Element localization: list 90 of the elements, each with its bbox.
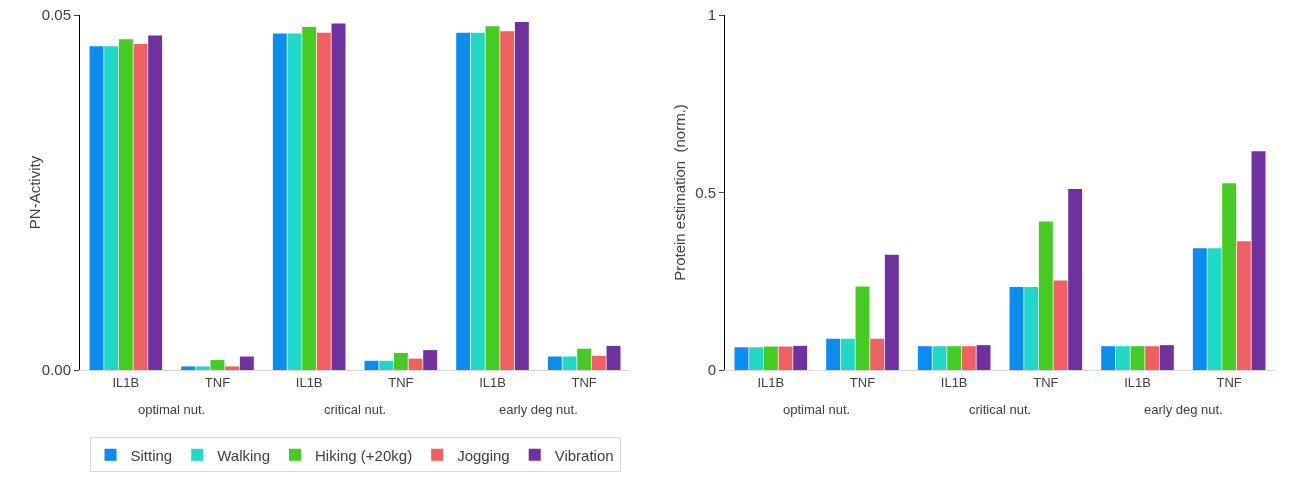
bar <box>1236 241 1251 370</box>
legend-label: Walking <box>217 446 270 464</box>
bar <box>1159 345 1174 370</box>
bar <box>1130 346 1145 370</box>
legend-label: Sitting <box>130 446 173 464</box>
bar <box>1009 286 1024 370</box>
bar <box>577 348 592 370</box>
bar <box>239 356 254 370</box>
y-tick-label: 0.05 <box>41 6 71 24</box>
bar <box>749 347 764 370</box>
x-tick-label: IL1B <box>757 374 785 390</box>
bar <box>1101 346 1116 370</box>
bar <box>1115 346 1130 370</box>
bar <box>210 360 225 370</box>
bar <box>1038 221 1053 370</box>
bar <box>393 352 408 370</box>
bar <box>1207 248 1222 370</box>
y-tick-label: 0.00 <box>41 361 71 379</box>
text: optimal nut. <box>138 402 206 417</box>
bar <box>1024 286 1039 370</box>
bar <box>562 356 577 370</box>
bar <box>547 356 562 370</box>
x-tick-label: IL1B <box>940 374 968 390</box>
bar <box>287 33 302 370</box>
y-axis-title: Protein estimation (norm.) <box>671 104 688 281</box>
bar <box>89 46 104 370</box>
bar <box>778 346 793 370</box>
bar <box>932 346 947 370</box>
x-tick-label: TNF <box>1216 374 1242 390</box>
legend-label: Jogging <box>457 446 510 464</box>
bar <box>272 33 287 370</box>
x-tick-label: IL1B <box>479 374 506 390</box>
bar <box>1222 183 1237 370</box>
bar <box>118 39 133 370</box>
bar <box>225 366 240 370</box>
bar <box>302 27 317 370</box>
text: optimal nut. <box>783 402 851 417</box>
bar <box>1068 188 1083 370</box>
bar <box>961 346 976 370</box>
bar <box>734 347 749 370</box>
bar <box>870 338 885 370</box>
bar <box>606 345 621 370</box>
bar <box>1053 280 1068 370</box>
bar <box>423 350 438 370</box>
bar <box>470 32 485 370</box>
bar <box>485 26 500 370</box>
x-tick-label: TNF <box>571 374 597 390</box>
text: early deg nut. <box>1144 402 1223 417</box>
x-tick-label: TNF <box>204 374 231 390</box>
bar <box>104 46 119 370</box>
y-tick-label: 1 <box>707 6 716 24</box>
bar <box>456 32 471 370</box>
bar <box>1145 346 1160 370</box>
bar <box>514 22 529 370</box>
y-tick-label: 0 <box>707 361 716 379</box>
bar <box>379 360 394 370</box>
text: critical nut. <box>324 402 387 417</box>
bar <box>826 338 841 370</box>
bar <box>840 338 855 370</box>
bar <box>331 23 346 370</box>
x-tick-label: TNF <box>1033 374 1059 390</box>
bar <box>917 346 932 370</box>
bar <box>133 44 148 370</box>
x-tick-label: IL1B <box>1124 374 1151 390</box>
bar <box>793 345 808 370</box>
x-tick-label: TNF <box>849 374 876 390</box>
text: early deg nut. <box>499 402 578 417</box>
x-tick-label: IL1B <box>295 374 323 390</box>
bar <box>947 346 962 370</box>
bar <box>1251 151 1266 370</box>
x-tick-label: IL1B <box>112 374 140 390</box>
x-tick-label: TNF <box>388 374 414 390</box>
y-axis-title: PN-Activity <box>26 155 43 230</box>
bar <box>884 254 899 370</box>
bar <box>763 346 778 370</box>
bar <box>181 366 196 370</box>
legend-label: Vibration <box>554 446 614 464</box>
bar <box>316 32 331 370</box>
bar <box>364 360 379 370</box>
bar <box>148 35 163 370</box>
legend-label: Hiking (+20kg) <box>315 446 413 464</box>
bar <box>408 358 423 370</box>
bar <box>500 31 515 370</box>
text: critical nut. <box>969 402 1032 417</box>
bar <box>195 366 210 370</box>
bar <box>1192 248 1207 370</box>
bar <box>976 345 991 370</box>
y-tick-label: 0.5 <box>695 183 716 201</box>
bar <box>591 355 606 370</box>
bar <box>855 286 870 370</box>
